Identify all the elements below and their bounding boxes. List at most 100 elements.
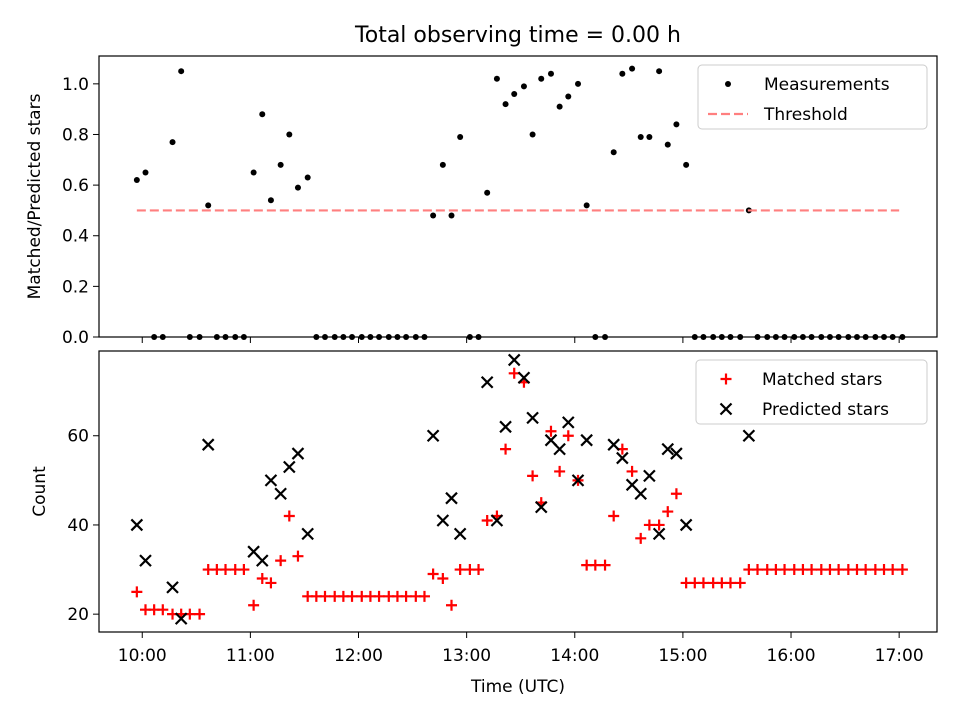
x-tick-label: 12:00 (334, 646, 383, 666)
predicted-star-point (562, 416, 575, 429)
predicted-star-point (534, 500, 548, 514)
legend-label: Matched stars (762, 370, 882, 390)
measurement-point (637, 134, 644, 141)
matched-star-point (446, 599, 458, 611)
y-tick-label: 20 (67, 605, 89, 625)
measurement-point (439, 161, 446, 168)
matched-star-point (734, 577, 746, 589)
matched-star-point (292, 550, 304, 562)
predicted-star-point (661, 442, 675, 456)
matched-star-point (724, 577, 736, 589)
predicted-star-point (679, 518, 693, 532)
matched-star-point (194, 608, 206, 620)
y-tick-label: 60 (67, 427, 89, 447)
legend-label: Predicted stars (762, 400, 889, 420)
predicted-star-point (670, 447, 683, 460)
predicted-star-point (274, 487, 287, 501)
matched-star-point (896, 564, 908, 576)
matched-star-point (500, 443, 512, 455)
matched-star-point (473, 564, 485, 576)
predicted-star-point (507, 353, 521, 367)
measurement-point (267, 197, 274, 204)
predicted-star-point (201, 438, 215, 451)
legend-label: Measurements (764, 75, 890, 95)
y-axis-label: Count (30, 466, 50, 517)
matched-star-point (220, 564, 232, 576)
predicted-star-point (742, 429, 756, 443)
predicted-star-point (643, 469, 656, 483)
predicted-star-point (291, 447, 305, 460)
x-axis-label: Time (UTC) (470, 677, 565, 697)
predicted-star-point (301, 527, 314, 541)
matched-star-point (275, 555, 287, 567)
x-tick-label: 15:00 (658, 646, 707, 666)
y-tick-label: 0.0 (62, 328, 89, 348)
predicted-star-point (255, 554, 269, 567)
measurement-point (610, 149, 617, 156)
matched-star-point (562, 430, 574, 442)
chart-title: Total observing time = 0.00 h (354, 23, 681, 48)
predicted-star-point (580, 433, 593, 447)
measurement-point (664, 141, 671, 148)
x-tick-label: 14:00 (550, 646, 599, 666)
predicted-star-point (499, 420, 512, 434)
predicted-star-point (526, 411, 539, 425)
matched-star-point (283, 510, 295, 522)
measurement-point (683, 161, 690, 168)
predicted-star-point (166, 581, 179, 594)
matched-star-point (508, 367, 520, 379)
x-tick-label: 13:00 (442, 646, 491, 666)
measurement-point (250, 169, 257, 176)
matched-star-point (860, 564, 872, 576)
legend: Measurements Threshold (697, 64, 928, 130)
matched-star-point (670, 488, 682, 500)
matched-star-point (779, 564, 791, 576)
matched-star-point (608, 510, 620, 522)
measurement-point (142, 169, 149, 176)
legend-handle-measurement (725, 81, 731, 87)
measurement-point (493, 75, 500, 82)
matched-star-point (346, 590, 358, 602)
measurement-point (583, 202, 590, 209)
x-tick-label: 16:00 (767, 646, 816, 666)
matched-star-point (265, 577, 277, 589)
measurement-point (547, 70, 554, 77)
predicted-star-point (426, 429, 440, 443)
matched-star-point (545, 425, 557, 437)
matched-star-point (643, 519, 655, 531)
matched-star-point (418, 590, 430, 602)
predicted-star-point (480, 375, 494, 389)
predicted-star-point (616, 451, 629, 465)
matched-star-point (319, 590, 331, 602)
measurement-point (484, 189, 491, 196)
y-tick-label: 0.8 (62, 125, 89, 145)
y-tick-label: 0.4 (62, 227, 89, 247)
measurement-point (430, 212, 437, 219)
matched-star-point (589, 559, 601, 571)
measurement-point (133, 177, 140, 184)
measurement-point (294, 184, 301, 191)
measurement-point (556, 103, 563, 110)
matched-star-point (427, 568, 439, 580)
matched-star-point (454, 564, 466, 576)
top-axes-panel: 0.0 0.2 0.4 0.6 0.8 1.0 Matched/Predicted star… (25, 55, 938, 348)
measurement-point (304, 174, 311, 181)
y-tick-label: 40 (67, 516, 89, 536)
legend-box (695, 359, 928, 425)
predicted-star-point (445, 491, 458, 505)
matched-star-point (400, 590, 412, 602)
x-tick-label: 11:00 (226, 646, 275, 666)
x-tick-label: 10:00 (118, 646, 167, 666)
matched-star-point (653, 519, 665, 531)
predicted-star-point (436, 514, 450, 527)
predicted-star-point (174, 612, 188, 625)
matched-star-point (752, 564, 764, 576)
axes-frame (98, 55, 938, 338)
measurement-point (457, 134, 464, 141)
matched-star-point (527, 470, 539, 482)
matched-star-point (697, 577, 709, 589)
matched-star-point (131, 586, 143, 598)
matched-star-point (373, 590, 385, 602)
predicted-star-point (571, 474, 585, 487)
measurement-point (520, 83, 527, 90)
